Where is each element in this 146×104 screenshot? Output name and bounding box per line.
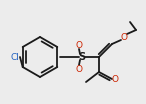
Text: O: O: [75, 64, 82, 74]
Text: O: O: [120, 32, 127, 41]
Text: O: O: [75, 40, 82, 50]
Text: O: O: [112, 74, 119, 84]
Text: Cl: Cl: [10, 53, 19, 61]
Text: S: S: [78, 52, 86, 62]
